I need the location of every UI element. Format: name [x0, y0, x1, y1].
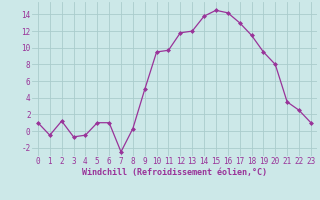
X-axis label: Windchill (Refroidissement éolien,°C): Windchill (Refroidissement éolien,°C)	[82, 168, 267, 177]
